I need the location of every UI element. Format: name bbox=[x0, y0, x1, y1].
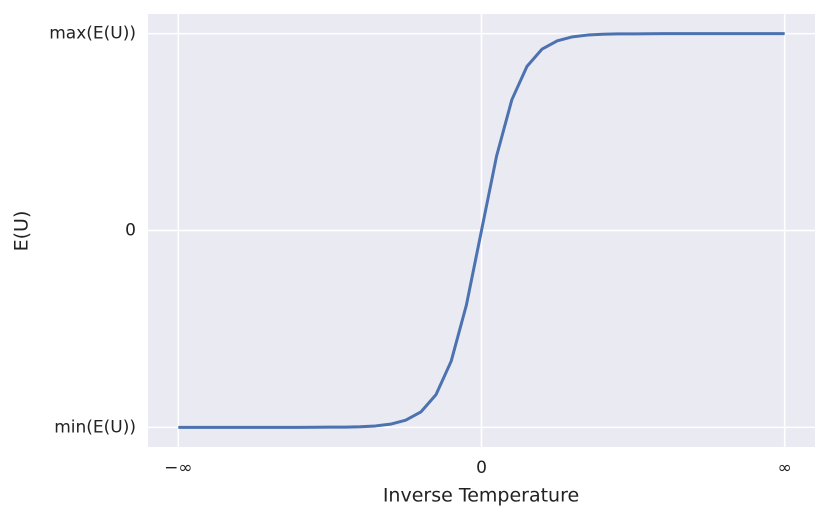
x-tick-label: 0 bbox=[476, 458, 487, 478]
y-tick-label: 0 bbox=[125, 221, 136, 241]
x-tick-label: ∞ bbox=[778, 458, 792, 478]
x-tick-label: −∞ bbox=[164, 458, 192, 478]
y-axis-label: E(U) bbox=[11, 211, 33, 252]
x-axis-label: Inverse Temperature bbox=[383, 485, 579, 507]
y-tick-label: max(E(U)) bbox=[49, 24, 136, 44]
line-series bbox=[178, 32, 785, 429]
y-tick-label: min(E(U)) bbox=[54, 417, 136, 437]
